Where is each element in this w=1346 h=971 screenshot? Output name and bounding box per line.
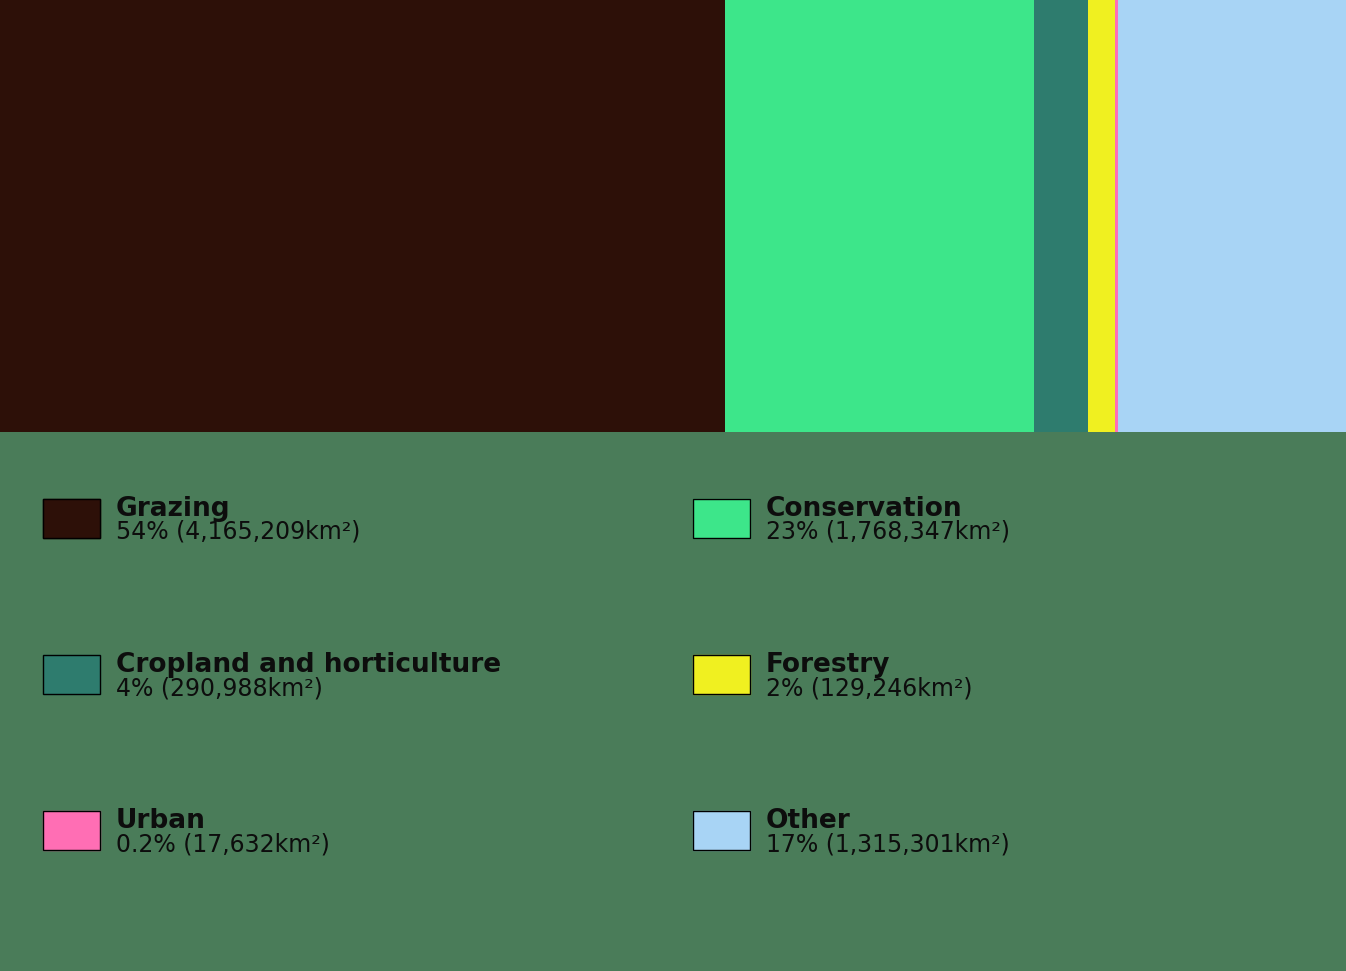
Bar [43,655,100,694]
Text: 0.2% (17,632km²): 0.2% (17,632km²) [116,832,330,856]
Text: Other: Other [766,808,851,834]
Bar [693,499,750,538]
Bar [43,499,100,538]
Bar [1117,0,1346,432]
Bar [1114,0,1117,432]
Bar [693,812,750,851]
Bar [693,499,750,538]
Bar [43,812,100,851]
Bar [693,655,750,694]
Text: 4% (290,988km²): 4% (290,988km²) [116,676,323,700]
Text: Conservation: Conservation [766,495,962,521]
Text: Urban: Urban [116,808,206,834]
Text: 2% (129,246km²): 2% (129,246km²) [766,676,972,700]
Text: Forestry: Forestry [766,652,890,678]
Bar [725,0,1034,432]
Bar [43,499,100,538]
Bar [693,655,750,694]
Text: 54% (4,165,209km²): 54% (4,165,209km²) [116,519,361,544]
Text: Cropland and horticulture: Cropland and horticulture [116,652,501,678]
Bar [43,812,100,851]
Bar [0,0,725,432]
Text: 23% (1,768,347km²): 23% (1,768,347km²) [766,519,1010,544]
Text: 17% (1,315,301km²): 17% (1,315,301km²) [766,832,1010,856]
Bar [693,812,750,851]
Bar [43,655,100,694]
Bar [1088,0,1114,432]
Bar [1034,0,1088,432]
Text: Grazing: Grazing [116,495,230,521]
